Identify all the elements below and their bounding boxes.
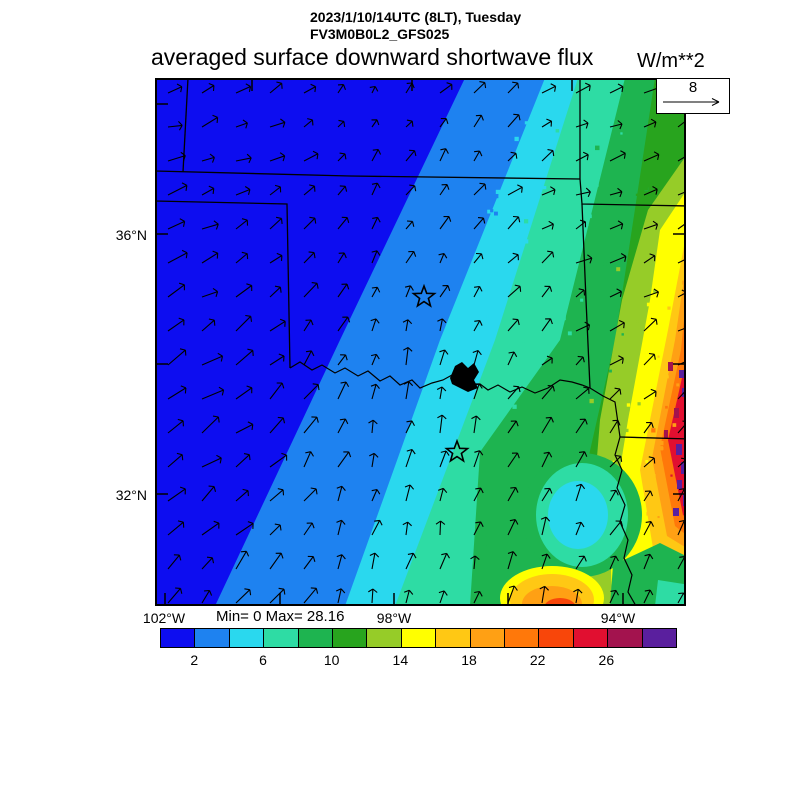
colorbar-tick-10: 10 [323, 652, 340, 668]
kansas-oklahoma-border [155, 170, 581, 180]
plot-title: averaged surface downward shortwave flux [151, 44, 594, 70]
colorbar-cell-4 [298, 629, 334, 647]
colorbar-cell-14 [642, 629, 677, 647]
arkansas-louisiana-border [619, 436, 686, 440]
colorbar-cell-10 [505, 629, 540, 647]
colorbar-cell-6 [367, 629, 402, 647]
state-borders [155, 78, 686, 606]
map-plot [155, 78, 686, 606]
minmax-stats: Min= 0 Max= 28.16 [216, 608, 345, 625]
lat-label-36N: 36°N [115, 227, 147, 243]
colorbar-tick-18: 18 [461, 652, 477, 668]
colorbar-cell-3 [264, 629, 299, 647]
lat-label-32N: 32°N [115, 487, 147, 503]
fill-noise-speckles [484, 116, 686, 606]
texas-panhandle-border [155, 200, 291, 369]
lon-label-98W: 98°W [376, 610, 412, 626]
lake-texoma [450, 362, 479, 392]
reference-vector-box: 8 [656, 78, 730, 114]
colorbar-cell-9 [470, 629, 506, 647]
reference-vector-arrow [663, 98, 720, 106]
colorbar-tick-6: 6 [259, 652, 267, 668]
map-svg [155, 78, 686, 606]
reference-vector-value: 8 [688, 79, 698, 96]
header-datetime: 2023/1/10/14UTC (8LT), Tuesday [310, 9, 522, 25]
colorbar-tick-2: 2 [190, 652, 199, 668]
lon-label-94W: 94°W [600, 610, 636, 626]
station-star-markers [411, 283, 470, 463]
colorbar-cell-0 [161, 629, 196, 647]
colorbar-tick-22: 22 [529, 652, 546, 668]
colorbar [160, 628, 677, 648]
map-frame [155, 78, 686, 606]
header-model-id: FV3M0B0L2_GFS025 [310, 26, 450, 42]
colorbar-tick-26: 26 [598, 652, 615, 668]
oklahoma-arkansas-border [581, 203, 591, 389]
axis-ticks [155, 78, 686, 606]
colorbar-cell-11 [539, 629, 574, 647]
plot-units: W/m**2 [637, 50, 705, 72]
colorbar-cell-2 [229, 629, 265, 647]
colorbar-cell-12 [573, 629, 609, 647]
lon-label-102W: 102°W [142, 610, 186, 626]
colorbar-cell-8 [436, 629, 471, 647]
colorbar-cell-13 [608, 629, 643, 647]
colorbar-cell-7 [401, 629, 437, 647]
colorbar-tick-14: 14 [392, 652, 409, 668]
colorbar-cell-1 [195, 629, 230, 647]
colorbar-cell-5 [333, 629, 368, 647]
